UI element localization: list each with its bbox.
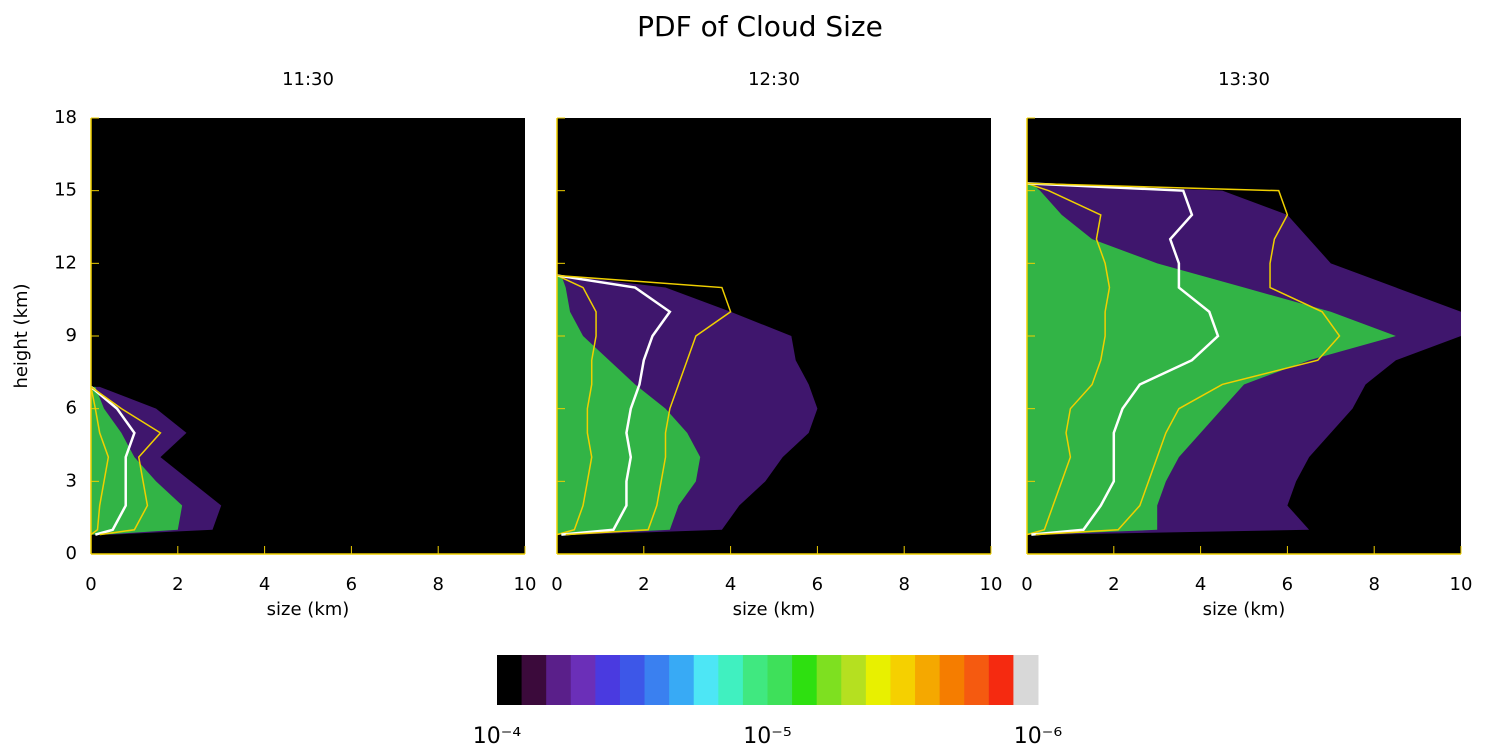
x-axis-label: size (km) xyxy=(733,599,816,620)
colorbar-tick-label: 10⁻⁵ xyxy=(743,724,791,749)
colorbar-swatch xyxy=(816,655,842,705)
x-tick-label: 0 xyxy=(85,574,96,595)
colorbar-tick-label: 10⁻⁶ xyxy=(1014,724,1063,749)
size-profile-line xyxy=(90,386,162,536)
colorbar-swatch xyxy=(792,655,818,705)
y-tick-label: 6 xyxy=(66,398,77,419)
x-tick-label: 4 xyxy=(1195,574,1206,595)
colorbar-swatch xyxy=(619,655,646,705)
panel-title: 13:30 xyxy=(1218,69,1270,90)
x-tick-label: 4 xyxy=(725,574,736,595)
x-axis-label: size (km) xyxy=(267,599,350,620)
panel-title: 12:30 xyxy=(748,69,800,90)
colorbar-swatch xyxy=(841,655,867,705)
y-tick-label: 15 xyxy=(54,180,77,201)
x-tick-label: 6 xyxy=(1282,574,1293,595)
size-profile-line xyxy=(1026,182,1220,536)
density-region xyxy=(557,275,701,535)
colorbar-swatch xyxy=(546,655,572,705)
x-tick-label: 2 xyxy=(1108,574,1119,595)
colorbar-swatch xyxy=(890,655,916,705)
colorbar-swatch xyxy=(718,655,744,705)
colorbar-swatch xyxy=(988,655,1014,705)
x-tick-label: 8 xyxy=(1368,574,1379,595)
colorbar-swatch xyxy=(767,655,793,705)
colorbar-swatch xyxy=(570,655,596,705)
size-profile-line xyxy=(1026,182,1341,536)
size-profile-line xyxy=(556,274,732,536)
x-tick-label: 6 xyxy=(812,574,823,595)
colorbar-swatch xyxy=(595,655,621,705)
x-axis-label: size (km) xyxy=(1203,599,1286,620)
y-tick-label: 3 xyxy=(66,470,77,491)
size-profile-line xyxy=(556,274,672,536)
colorbar-swatch xyxy=(915,655,941,705)
size-profile-line xyxy=(1026,182,1111,536)
colorbar-swatch xyxy=(669,655,695,705)
density-region xyxy=(1027,183,1396,535)
x-tick-label: 0 xyxy=(551,574,562,595)
size-profile-line xyxy=(90,386,110,536)
colorbar-swatch xyxy=(521,655,547,705)
x-tick-label: 6 xyxy=(346,574,357,595)
density-region xyxy=(91,386,183,535)
x-tick-label: 10 xyxy=(1450,574,1473,595)
x-tick-label: 10 xyxy=(980,574,1003,595)
x-tick-label: 4 xyxy=(259,574,270,595)
size-profile-line xyxy=(556,274,597,536)
y-axis-label: height (km) xyxy=(11,283,32,388)
figure-title: PDF of Cloud Size xyxy=(637,10,883,43)
x-tick-label: 8 xyxy=(898,574,909,595)
panel-title: 11:30 xyxy=(282,69,334,90)
x-tick-label: 0 xyxy=(1021,574,1032,595)
colorbar-swatch xyxy=(939,655,965,705)
y-tick-label: 9 xyxy=(66,325,77,346)
y-tick-label: 12 xyxy=(54,252,77,273)
colorbar-swatch xyxy=(497,655,523,705)
y-tick-label: 18 xyxy=(54,107,77,128)
colorbar-swatch xyxy=(742,655,768,705)
colorbar-swatch xyxy=(964,655,990,705)
x-tick-label: 2 xyxy=(172,574,183,595)
y-tick-label: 0 xyxy=(66,543,77,564)
colorbar-swatch xyxy=(693,655,719,705)
size-profile-line xyxy=(90,385,136,536)
colorbar-tick-label: 10⁻⁴ xyxy=(473,724,522,749)
colorbar-swatch xyxy=(644,655,670,705)
colorbar-swatch xyxy=(865,655,891,705)
x-tick-label: 8 xyxy=(432,574,443,595)
colorbar-swatch xyxy=(1013,655,1039,705)
x-tick-label: 10 xyxy=(514,574,537,595)
x-tick-label: 2 xyxy=(638,574,649,595)
